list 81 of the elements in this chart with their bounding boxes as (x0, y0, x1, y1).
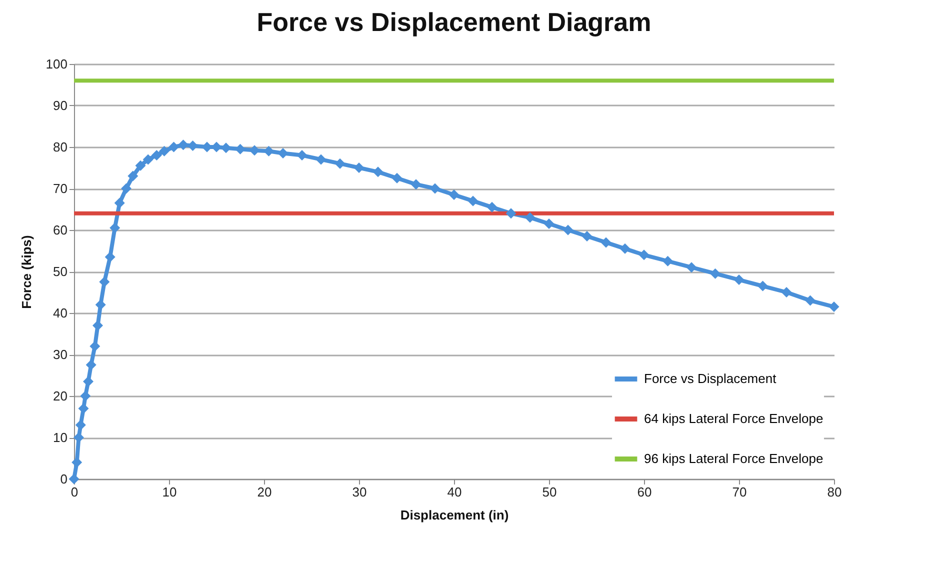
point (72, 457, 82, 468)
legend-label: 96 kips Lateral Force Envelope (644, 451, 824, 466)
point (468, 196, 478, 206)
y-tick-label: 100 (46, 56, 68, 72)
point (235, 144, 246, 154)
x-axis-title: Displacement (in) (400, 508, 509, 522)
point (168, 142, 179, 152)
point (430, 183, 440, 194)
y-tick-label: 50 (53, 264, 68, 279)
point (544, 218, 554, 230)
point (506, 208, 516, 219)
point (372, 166, 384, 178)
point (410, 179, 422, 190)
point (316, 154, 326, 165)
point (142, 154, 154, 165)
point (95, 299, 106, 310)
y-tick-label: 70 (53, 181, 68, 196)
point (296, 150, 308, 161)
point (781, 287, 792, 298)
x-tick-label: 80 (827, 484, 842, 500)
point (334, 158, 346, 169)
y-tick-label: 60 (53, 222, 68, 238)
point (828, 302, 840, 312)
y-tick-label: 30 (53, 347, 68, 362)
point (686, 262, 697, 273)
point (220, 142, 232, 154)
point (524, 212, 536, 223)
y-tick-label: 90 (53, 98, 68, 113)
point (278, 148, 288, 158)
point (392, 172, 402, 184)
y-axis-title: Force (kips) (18, 235, 34, 309)
y-tick-label: 40 (53, 306, 68, 320)
point (83, 376, 94, 387)
point (178, 140, 188, 150)
y-tick-label: 10 (53, 430, 68, 445)
chart-title: Force vs Displacement Diagram (256, 7, 652, 37)
point (734, 274, 744, 286)
point (758, 280, 768, 292)
point (74, 432, 84, 443)
point (354, 162, 364, 173)
x-tick-label: 0 (70, 484, 78, 500)
point (151, 150, 162, 161)
y-tick-label: 20 (53, 388, 68, 404)
point (662, 256, 673, 266)
point (135, 160, 146, 171)
point (562, 224, 574, 236)
point (264, 146, 274, 156)
point (68, 474, 80, 484)
y-tick-label: 0 (60, 472, 68, 486)
legend-label: Force vs Displacement (644, 371, 777, 386)
point (92, 320, 103, 331)
point (486, 202, 498, 212)
x-tick-label: 30 (352, 484, 367, 500)
x-tick-label: 50 (542, 484, 557, 500)
x-tick-label: 20 (257, 484, 272, 500)
point (159, 146, 170, 156)
point (86, 360, 96, 370)
point (249, 145, 260, 156)
point (75, 420, 86, 430)
point (121, 183, 132, 194)
point (600, 237, 612, 248)
legend-label: 64 kips Lateral Force Envelope (644, 411, 824, 426)
point (710, 268, 720, 279)
y-tick-label: 80 (53, 140, 68, 154)
point (188, 140, 198, 151)
point (805, 295, 816, 306)
point (110, 222, 120, 234)
x-tick-label: 40 (447, 484, 462, 500)
point (448, 189, 460, 200)
point (128, 170, 138, 182)
point (78, 403, 89, 414)
point (104, 252, 116, 262)
point (620, 243, 630, 254)
point (638, 250, 650, 260)
x-tick-label: 60 (637, 484, 652, 500)
point (114, 198, 125, 208)
point (99, 276, 110, 288)
x-tick-label: 70 (732, 484, 747, 500)
x-tick-label: 10 (162, 484, 177, 500)
point (582, 230, 592, 242)
point (80, 390, 91, 402)
